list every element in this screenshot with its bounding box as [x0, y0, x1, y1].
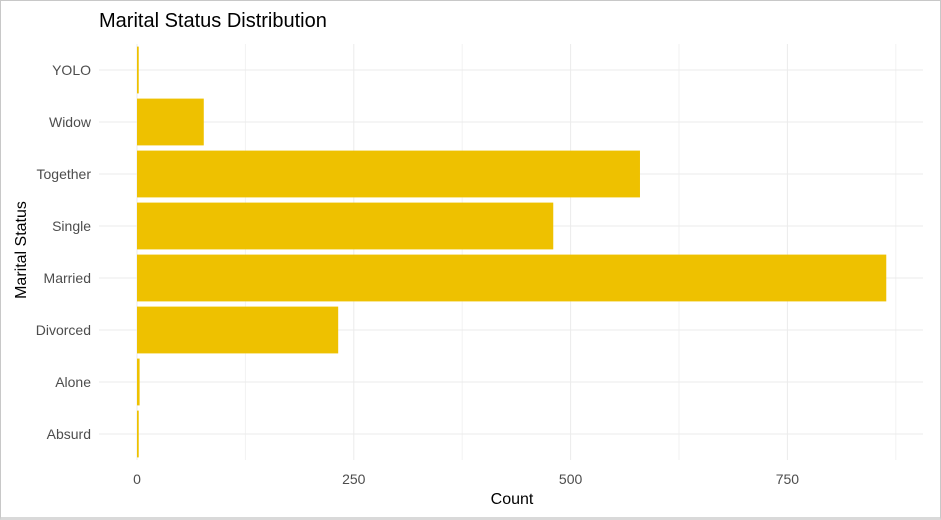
x-tick-labels: 0 250 500 750 [133, 471, 799, 487]
y-tick-label: Married [44, 270, 91, 286]
x-tick-label: 750 [776, 471, 800, 487]
x-tick-label: 0 [133, 471, 141, 487]
y-tick-label: Widow [49, 114, 92, 130]
bar-yolo [137, 46, 139, 94]
chart-title: Marital Status Distribution [99, 10, 327, 32]
bar-together [137, 150, 640, 198]
bar-widow [137, 98, 204, 146]
y-axis-title: Marital Status [13, 201, 30, 299]
x-axis-title: Count [491, 491, 534, 508]
bar-alone [137, 358, 140, 406]
bar-married [137, 254, 887, 302]
bar-absurd [137, 410, 139, 458]
bars [137, 46, 887, 458]
y-tick-label: YOLO [52, 62, 91, 78]
x-tick-label: 500 [559, 471, 583, 487]
y-tick-label: Absurd [47, 426, 91, 442]
y-tick-label: Single [52, 218, 91, 234]
y-tick-label: Alone [55, 374, 91, 390]
grid [99, 44, 923, 460]
bar-divorced [137, 306, 339, 354]
y-tick-labels: Absurd Alone Divorced Married Single Together… [36, 62, 92, 442]
bar-single [137, 202, 554, 250]
y-tick-label: Divorced [36, 322, 91, 338]
x-tick-label: 250 [342, 471, 366, 487]
y-tick-label: Together [37, 166, 92, 182]
